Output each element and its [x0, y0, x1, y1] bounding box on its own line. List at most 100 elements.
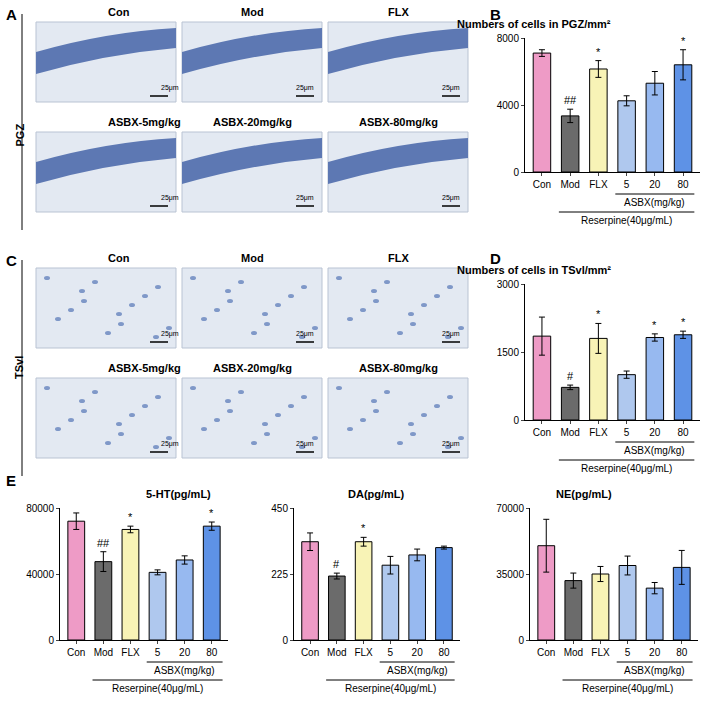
svg-text:225: 225 — [271, 569, 288, 580]
svg-text:*: * — [681, 316, 686, 328]
svg-text:ASBX-20mg/kg: ASBX-20mg/kg — [213, 116, 292, 128]
svg-text:B: B — [490, 6, 501, 23]
svg-text:5-HT(pg/mL): 5-HT(pg/mL) — [146, 488, 211, 500]
svg-text:FLX: FLX — [589, 179, 608, 190]
svg-text:80: 80 — [676, 647, 688, 658]
svg-text:*: * — [596, 46, 601, 58]
svg-text:Con: Con — [108, 6, 130, 18]
svg-text:80: 80 — [677, 427, 689, 438]
svg-text:ASBX(mg/kg): ASBX(mg/kg) — [154, 665, 215, 676]
svg-text:25μm: 25μm — [442, 84, 460, 92]
svg-text:DA(pg/mL): DA(pg/mL) — [348, 488, 405, 500]
svg-text:##: ## — [97, 537, 110, 549]
svg-text:FLX: FLX — [354, 647, 373, 658]
svg-text:E: E — [6, 472, 16, 489]
svg-text:0: 0 — [513, 415, 519, 426]
svg-text:Mod: Mod — [241, 252, 264, 264]
svg-text:*: * — [681, 35, 686, 47]
svg-text:##: ## — [564, 94, 577, 106]
svg-text:25μm: 25μm — [442, 440, 460, 448]
svg-text:*: * — [361, 522, 366, 534]
svg-text:20: 20 — [649, 179, 661, 190]
svg-text:0: 0 — [48, 635, 54, 646]
svg-text:Reserpine(40μg/mL): Reserpine(40μg/mL) — [581, 215, 672, 226]
svg-text:ASBX(mg/kg): ASBX(mg/kg) — [624, 665, 685, 676]
svg-text:*: * — [128, 511, 133, 523]
svg-text:ASBX(mg/kg): ASBX(mg/kg) — [387, 665, 448, 676]
svg-text:5: 5 — [624, 427, 630, 438]
svg-text:ASBX-80mg/kg: ASBX-80mg/kg — [359, 116, 438, 128]
svg-text:#: # — [333, 558, 340, 570]
svg-text:ASBX-80mg/kg: ASBX-80mg/kg — [359, 362, 438, 374]
svg-text:FLX: FLX — [591, 647, 610, 658]
svg-text:40000: 40000 — [26, 569, 54, 580]
svg-text:FLX: FLX — [388, 252, 409, 264]
svg-text:ASBX-5mg/kg: ASBX-5mg/kg — [108, 362, 181, 374]
svg-text:20: 20 — [649, 427, 661, 438]
svg-text:ASBX-5mg/kg: ASBX-5mg/kg — [108, 116, 181, 128]
svg-text:80: 80 — [438, 647, 450, 658]
svg-text:80000: 80000 — [26, 503, 54, 514]
svg-text:ASBX(mg/kg): ASBX(mg/kg) — [624, 197, 685, 208]
svg-text:5: 5 — [388, 647, 394, 658]
svg-text:Reserpine(40μg/mL): Reserpine(40μg/mL) — [112, 683, 203, 694]
svg-text:*: * — [596, 308, 601, 320]
svg-text:Mod: Mod — [560, 179, 579, 190]
svg-text:Numbers of cells in PGZ/mm²: Numbers of cells in PGZ/mm² — [457, 18, 611, 30]
svg-text:25μm: 25μm — [161, 194, 179, 202]
svg-text:FLX: FLX — [589, 427, 608, 438]
svg-text:D: D — [490, 250, 501, 267]
svg-text:0: 0 — [282, 635, 288, 646]
svg-text:450: 450 — [271, 503, 288, 514]
svg-text:0: 0 — [518, 635, 524, 646]
svg-text:5: 5 — [624, 179, 630, 190]
svg-text:Numbers of cells in TSvl/mm²: Numbers of cells in TSvl/mm² — [457, 264, 611, 276]
svg-text:Mod: Mod — [564, 647, 583, 658]
svg-text:FLX: FLX — [388, 6, 409, 18]
svg-text:25μm: 25μm — [161, 440, 179, 448]
svg-text:FLX: FLX — [121, 647, 140, 658]
svg-text:5: 5 — [155, 647, 161, 658]
svg-text:ASBX-20mg/kg: ASBX-20mg/kg — [213, 362, 292, 374]
svg-text:Mod: Mod — [560, 427, 579, 438]
svg-text:80: 80 — [677, 179, 689, 190]
svg-text:PGZ: PGZ — [14, 124, 26, 147]
svg-text:Mod: Mod — [241, 6, 264, 18]
svg-text:Reserpine(40μg/mL): Reserpine(40μg/mL) — [581, 463, 672, 474]
svg-text:25μm: 25μm — [161, 330, 179, 338]
svg-text:#: # — [567, 370, 574, 382]
svg-text:3000: 3000 — [497, 279, 520, 290]
svg-text:0: 0 — [513, 167, 519, 178]
svg-text:Con: Con — [301, 647, 319, 658]
svg-text:TSvl: TSvl — [13, 356, 25, 379]
svg-text:1500: 1500 — [497, 347, 520, 358]
svg-text:Con: Con — [533, 179, 551, 190]
svg-text:25μm: 25μm — [442, 330, 460, 338]
svg-text:25μm: 25μm — [296, 330, 314, 338]
svg-text:A: A — [6, 6, 17, 23]
svg-text:70000: 70000 — [496, 503, 524, 514]
svg-text:*: * — [209, 507, 214, 519]
svg-text:Mod: Mod — [94, 647, 113, 658]
svg-text:4000: 4000 — [497, 100, 520, 111]
svg-text:Mod: Mod — [327, 647, 346, 658]
svg-text:20: 20 — [412, 647, 424, 658]
svg-text:Con: Con — [67, 647, 85, 658]
svg-text:25μm: 25μm — [296, 440, 314, 448]
svg-text:C: C — [6, 252, 17, 269]
svg-text:ASBX(mg/kg): ASBX(mg/kg) — [624, 445, 685, 456]
svg-text:20: 20 — [179, 647, 191, 658]
svg-text:Con: Con — [533, 427, 551, 438]
svg-text:Reserpine(40μg/mL): Reserpine(40μg/mL) — [582, 683, 673, 694]
svg-text:20: 20 — [649, 647, 661, 658]
svg-text:5: 5 — [625, 647, 631, 658]
svg-text:8000: 8000 — [497, 33, 520, 44]
svg-text:25μm: 25μm — [442, 194, 460, 202]
svg-text:Con: Con — [108, 252, 130, 264]
svg-text:25μm: 25μm — [161, 84, 179, 92]
svg-text:25μm: 25μm — [296, 84, 314, 92]
svg-text:NE(pg/mL): NE(pg/mL) — [556, 488, 612, 500]
svg-text:25μm: 25μm — [296, 194, 314, 202]
svg-text:35000: 35000 — [496, 569, 524, 580]
svg-text:Reserpine(40μg/mL): Reserpine(40μg/mL) — [345, 683, 436, 694]
